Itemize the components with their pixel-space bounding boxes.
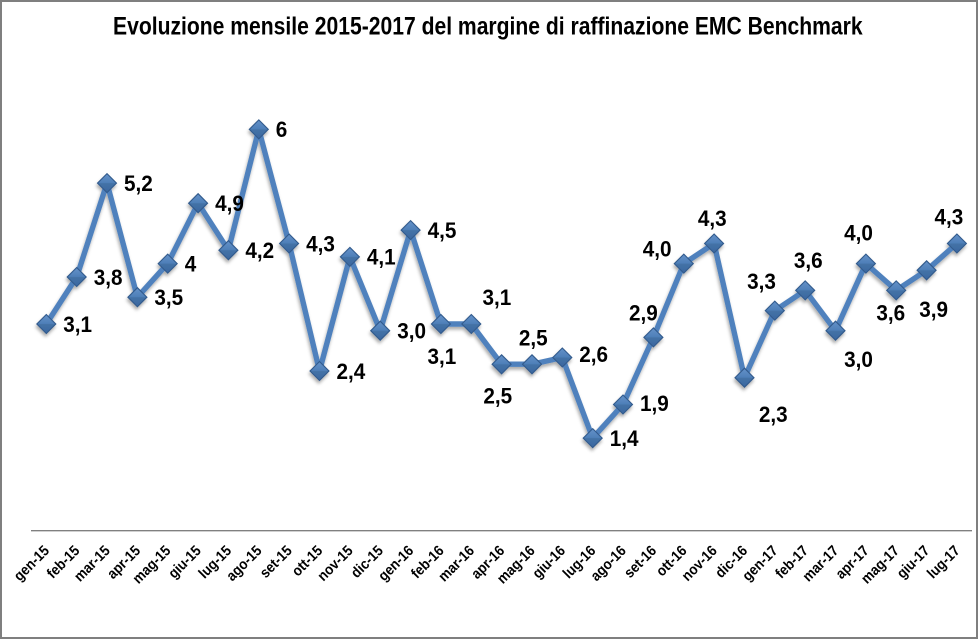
svg-text:4,9: 4,9 <box>215 192 244 217</box>
svg-text:4,1: 4,1 <box>367 245 396 270</box>
svg-text:2,4: 2,4 <box>337 359 366 384</box>
svg-text:1,4: 1,4 <box>610 426 639 451</box>
svg-text:6: 6 <box>276 118 288 143</box>
svg-text:2,9: 2,9 <box>629 301 658 326</box>
svg-text:3,3: 3,3 <box>747 270 776 295</box>
svg-text:3,1: 3,1 <box>428 345 457 370</box>
svg-text:3,6: 3,6 <box>794 249 823 274</box>
svg-text:3,5: 3,5 <box>154 286 183 311</box>
svg-text:Evoluzione mensile 2015-2017 d: Evoluzione mensile 2015-2017 del margine… <box>113 12 863 40</box>
svg-text:3,1: 3,1 <box>63 312 92 337</box>
svg-text:4,3: 4,3 <box>698 207 727 232</box>
svg-text:3,0: 3,0 <box>397 319 426 344</box>
svg-text:4,0: 4,0 <box>643 237 672 262</box>
svg-text:4,0: 4,0 <box>844 221 873 246</box>
svg-text:4: 4 <box>185 252 197 277</box>
svg-text:3,6: 3,6 <box>876 301 905 326</box>
svg-text:4,2: 4,2 <box>245 239 274 264</box>
svg-text:4,5: 4,5 <box>428 218 457 243</box>
svg-text:4,3: 4,3 <box>935 205 964 230</box>
svg-text:1,9: 1,9 <box>640 392 669 417</box>
svg-text:5,2: 5,2 <box>124 171 153 196</box>
svg-text:2,3: 2,3 <box>759 403 788 428</box>
svg-text:3,0: 3,0 <box>844 348 873 373</box>
svg-text:2,5: 2,5 <box>483 384 512 409</box>
svg-text:2,5: 2,5 <box>519 326 548 351</box>
svg-text:3,9: 3,9 <box>919 298 948 323</box>
svg-text:2,6: 2,6 <box>579 343 608 368</box>
svg-text:3,8: 3,8 <box>94 265 123 290</box>
svg-text:3,1: 3,1 <box>483 286 512 311</box>
svg-text:4,3: 4,3 <box>306 232 335 257</box>
